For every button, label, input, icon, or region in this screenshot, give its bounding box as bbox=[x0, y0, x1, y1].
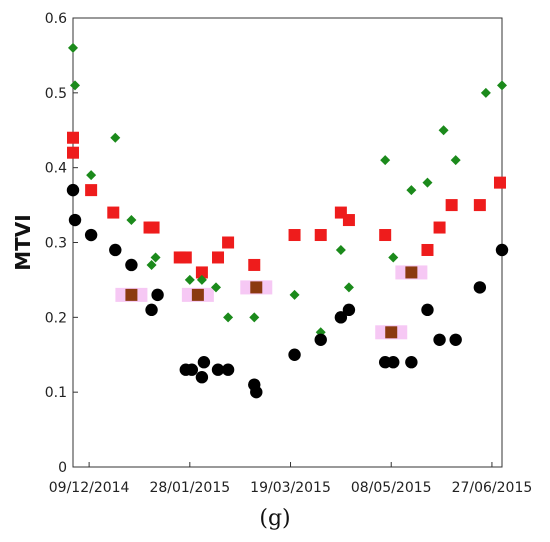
y-tick-label: 0.3 bbox=[45, 236, 67, 252]
data-point-diamond bbox=[184, 274, 195, 285]
data-point-circle bbox=[211, 363, 225, 376]
x-tick-label: 28/01/2015 bbox=[149, 480, 230, 496]
data-point-circle bbox=[314, 333, 327, 346]
data-point-diamond bbox=[86, 170, 97, 181]
data-point-square bbox=[314, 229, 327, 242]
data-point-circle bbox=[250, 385, 263, 399]
data-point-square-brown bbox=[125, 288, 138, 301]
data-point-diamond bbox=[335, 244, 346, 255]
data-point-diamond bbox=[497, 80, 507, 91]
data-point-circle bbox=[185, 363, 199, 376]
data-point-circle bbox=[288, 348, 301, 361]
data-point-square bbox=[421, 243, 434, 256]
data-point-circle bbox=[195, 371, 209, 384]
data-point-square-brown bbox=[385, 326, 398, 339]
data-point-diamond bbox=[380, 155, 391, 166]
plot-frame bbox=[72, 17, 503, 468]
data-point-square bbox=[379, 229, 392, 242]
data-point-diamond bbox=[480, 87, 491, 98]
data-point-circle bbox=[66, 183, 80, 197]
data-point-diamond bbox=[70, 80, 81, 91]
data-point-diamond bbox=[406, 185, 417, 196]
data-point-circle bbox=[387, 356, 400, 369]
data-point-diamond bbox=[146, 259, 157, 270]
data-point-diamond bbox=[289, 289, 300, 300]
data-point-diamond bbox=[388, 252, 399, 263]
data-point-diamond bbox=[450, 155, 461, 166]
data-point-square bbox=[473, 199, 486, 212]
data-point-diamond bbox=[249, 312, 260, 323]
data-point-circle bbox=[221, 363, 235, 376]
data-point-square bbox=[445, 199, 458, 212]
y-tick-label: 0 bbox=[58, 460, 67, 476]
data-point-circle bbox=[109, 243, 122, 257]
y-tick-label: 0.2 bbox=[45, 310, 67, 326]
y-tick-label: 0.4 bbox=[45, 161, 67, 177]
data-point-circle bbox=[342, 303, 356, 317]
x-tick-label: 27/06/2015 bbox=[452, 480, 533, 496]
data-point-diamond bbox=[438, 125, 449, 136]
data-point-square bbox=[195, 266, 208, 279]
y-tick-label: 0.6 bbox=[45, 11, 67, 27]
data-point-square-brown bbox=[405, 266, 418, 279]
data-point-diamond bbox=[422, 177, 433, 188]
data-point-diamond bbox=[68, 42, 78, 53]
data-point-circle bbox=[151, 288, 164, 302]
x-tick-label: 08/05/2015 bbox=[351, 480, 432, 496]
data-point-square bbox=[147, 221, 160, 234]
data-point-square bbox=[493, 176, 506, 189]
data-point-square bbox=[179, 251, 192, 264]
data-point-square bbox=[107, 206, 120, 219]
data-point-square bbox=[248, 258, 261, 271]
data-point-circle bbox=[197, 356, 211, 369]
data-point-square bbox=[288, 229, 301, 242]
data-point-square-brown bbox=[250, 281, 263, 294]
data-point-square bbox=[222, 236, 235, 249]
data-point-circle bbox=[405, 356, 418, 369]
y-tick-label: 0.1 bbox=[45, 385, 67, 401]
data-point-square bbox=[342, 214, 355, 227]
y-axis-label: MTVI bbox=[11, 214, 35, 270]
data-point-circle bbox=[421, 303, 434, 317]
data-point-square bbox=[212, 251, 225, 264]
data-point-circle bbox=[125, 258, 138, 272]
figure-caption: (g) bbox=[259, 506, 291, 531]
data-point-circle bbox=[334, 311, 348, 324]
mtvi-scatter-chart: 0 0.1 0.2 0.3 0.4 0.5 0.6 09/12/2014 28/01/2015 1… bbox=[11, 11, 533, 496]
data-point-diamond bbox=[223, 312, 234, 323]
data-point-diamond bbox=[343, 282, 354, 293]
data-point-square bbox=[85, 184, 98, 197]
plot-axes: 0 0.1 0.2 0.3 0.4 0.5 0.6 09/12/2014 28/01/2015 1… bbox=[45, 11, 533, 496]
data-point-diamond bbox=[150, 252, 161, 263]
data-point-square bbox=[67, 146, 79, 159]
data-point-circle bbox=[145, 303, 158, 317]
data-point-diamond bbox=[211, 282, 221, 293]
x-tick-label: 09/12/2014 bbox=[49, 480, 130, 496]
data-point-circle bbox=[433, 333, 446, 346]
plot-marks bbox=[66, 42, 509, 399]
data-point-diamond bbox=[110, 132, 121, 143]
data-point-circle bbox=[84, 228, 98, 242]
data-point-circle bbox=[68, 213, 82, 227]
data-point-circle bbox=[473, 281, 487, 294]
y-tick-label: 0.5 bbox=[45, 86, 67, 102]
data-point-square bbox=[433, 221, 446, 234]
data-point-square-brown bbox=[191, 288, 204, 301]
x-tick-label: 19/03/2015 bbox=[250, 480, 331, 496]
data-point-diamond bbox=[196, 274, 207, 285]
data-point-square bbox=[67, 131, 79, 144]
data-point-circle bbox=[495, 243, 509, 257]
data-point-diamond bbox=[126, 215, 137, 226]
data-point-circle bbox=[449, 333, 462, 346]
